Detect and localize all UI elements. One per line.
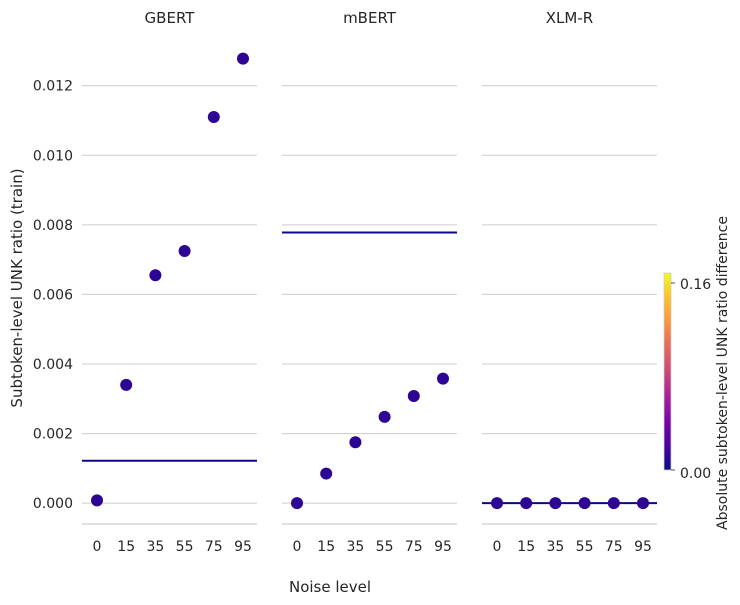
panels: GBERT 0 15 35 55 75 95 mBERT 0 15 35 55 75 95 XLM-R 0 15…: [82, 9, 657, 555]
data-point: [378, 410, 391, 423]
y-axis-label: Subtoken-level UNK ratio (train): [8, 168, 26, 407]
colorbar-tick-label: 0.00: [680, 466, 711, 482]
data-point: [491, 497, 503, 510]
y-tick-label: 0.010: [33, 148, 73, 164]
data-point: [578, 497, 591, 510]
x-tick-label: 15: [517, 539, 535, 555]
x-tick-label: 0: [93, 539, 102, 555]
panel-title: mBERT: [343, 9, 397, 27]
y-tick-label: 0.004: [33, 357, 73, 373]
data-point: [549, 497, 562, 510]
data-point: [320, 467, 333, 480]
y-tick-label: 0.002: [33, 427, 73, 443]
data-point: [291, 497, 303, 510]
x-tick-label: 35: [346, 539, 364, 555]
colorbar-tick-label: 0.16: [680, 277, 711, 293]
data-point: [178, 244, 191, 257]
y-axis: 0.000 0.002 0.004 0.006 0.008 0.010 0.012: [33, 79, 73, 512]
x-tick-label: 95: [234, 539, 252, 555]
data-point: [120, 378, 133, 391]
data-point: [437, 372, 449, 385]
x-tick-label: 35: [146, 539, 164, 555]
panel-mbert: mBERT 0 15 35 55 75 95: [282, 9, 457, 555]
x-tick-label: 15: [317, 539, 335, 555]
colorbar: 0.00 0.16 Absolute subtoken-level UNK ra…: [663, 216, 731, 530]
colorbar-label: Absolute subtoken-level UNK ratio differ…: [715, 216, 731, 530]
x-tick-label: 0: [493, 539, 502, 555]
y-tick-label: 0.012: [33, 79, 73, 95]
data-point: [349, 436, 362, 449]
data-point: [149, 269, 162, 282]
panel-xlm-r: XLM-R 0 15 35 55 75 95: [482, 9, 657, 555]
panel-title: GBERT: [145, 9, 196, 27]
data-point: [237, 52, 249, 65]
panel-title: XLM-R: [546, 9, 593, 27]
y-tick-label: 0.008: [33, 218, 73, 234]
data-point: [207, 111, 220, 124]
x-axis-label: Noise level: [289, 578, 371, 596]
x-tick-label: 75: [605, 539, 623, 555]
x-tick-label: 75: [205, 539, 223, 555]
y-tick-label: 0.006: [33, 287, 73, 303]
data-point: [520, 497, 533, 510]
y-tick-label: 0.000: [33, 496, 73, 512]
x-tick-label: 55: [176, 539, 194, 555]
x-tick-label: 35: [546, 539, 564, 555]
x-tick-label: 55: [376, 539, 394, 555]
x-tick-label: 55: [576, 539, 594, 555]
panel-gbert: GBERT 0 15 35 55 75 95: [82, 9, 257, 555]
data-point: [607, 497, 620, 510]
data-point: [91, 494, 103, 507]
colorbar-gradient: [663, 272, 672, 471]
x-tick-label: 95: [634, 539, 652, 555]
x-tick-label: 95: [434, 539, 452, 555]
data-point: [637, 497, 649, 510]
x-tick-label: 75: [405, 539, 423, 555]
x-tick-label: 15: [117, 539, 135, 555]
x-tick-label: 0: [293, 539, 302, 555]
data-point: [407, 390, 420, 402]
